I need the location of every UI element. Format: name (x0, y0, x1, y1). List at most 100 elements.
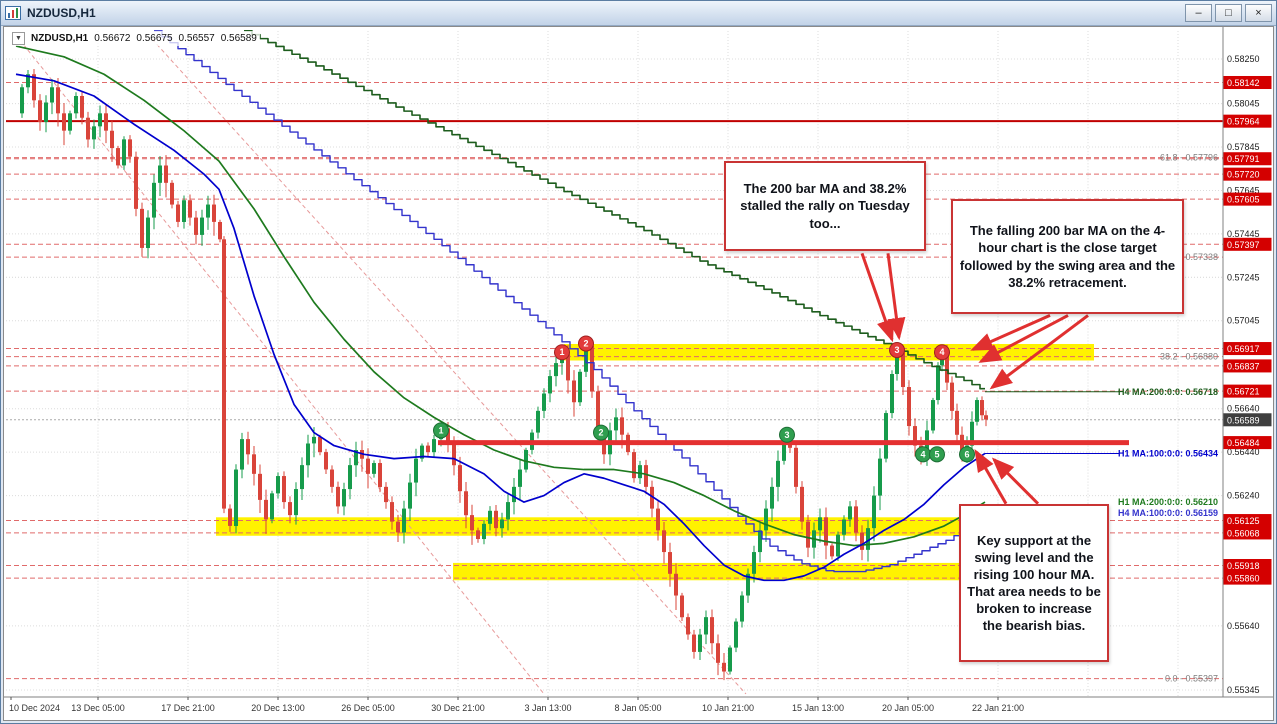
window-controls: – □ × (1185, 4, 1272, 22)
ma-value-label: H1 MA:200:0:0: 0.56210 (1118, 497, 1218, 507)
current-price-badge (1223, 413, 1272, 427)
price-level-badge-value: 0.55860 (1227, 574, 1260, 584)
price-level-badge-value: 0.55918 (1227, 561, 1260, 571)
annotation-arrow[interactable] (978, 314, 1069, 363)
current-price-value: 0.56589 (1227, 415, 1260, 425)
annotation-callout-falling-200ma-target[interactable]: The falling 200 bar MA on the 4-hour cha… (951, 199, 1184, 314)
fib-level-label: 0.0 - 0.55397 (1165, 674, 1218, 684)
price-axis-tick: 0.58250 (1227, 54, 1260, 64)
price-axis-tick: 0.55345 (1227, 685, 1260, 695)
fib-level-label: 0.57338 (1185, 252, 1218, 262)
annotation-arrows (860, 252, 1089, 505)
marker-red-1[interactable] (554, 344, 570, 361)
restore-button[interactable]: □ (1215, 4, 1242, 22)
ma-line-h1-ma200 (15, 45, 986, 547)
price-level-badge-value: 0.56837 (1227, 361, 1260, 371)
price-level-badge-value: 0.56068 (1227, 528, 1260, 538)
time-axis-label: 3 Jan 13:00 (524, 703, 571, 713)
restore-icon: □ (1225, 6, 1232, 19)
minimize-icon: – (1195, 6, 1202, 19)
time-axis[interactable]: 10 Dec 2024 13 Dec 05:00 17 Dec 21:00 20 De… (9, 696, 1024, 713)
price-axis-tick: 0.57645 (1227, 185, 1260, 195)
price-level-badge-value: 0.57720 (1227, 170, 1260, 180)
annotation-arrow[interactable] (989, 314, 1089, 390)
price-level-badge (1223, 342, 1272, 356)
marker-number: 2 (583, 339, 588, 349)
annotation-arrow[interactable] (970, 314, 1051, 351)
minimize-button[interactable]: – (1185, 4, 1212, 22)
price-level-badge (1223, 114, 1272, 128)
marker-red-3[interactable] (889, 342, 905, 359)
swing-area-zone-1[interactable] (564, 343, 1094, 361)
time-axis-label: 20 Dec 13:00 (251, 703, 305, 713)
price-level-badge (1223, 384, 1272, 398)
price-axis-background[interactable] (1223, 27, 1273, 720)
callout-text: The 200 bar MA and 38.2% stalled the ral… (740, 181, 910, 231)
trendline-diagonal[interactable] (151, 38, 747, 695)
annotation-arrow[interactable] (974, 449, 1008, 505)
price-axis-tick: 0.56240 (1227, 491, 1260, 501)
price-level-badge (1223, 167, 1272, 181)
chevron-down-icon: ▼ (15, 35, 22, 42)
ma-value-label: H1 MA:100:0:0: 0.56434 (1118, 448, 1218, 458)
window-title: NZDUSD,H1 (27, 6, 96, 20)
close-icon: × (1255, 6, 1262, 19)
symbol-dropdown-toggle[interactable]: ▼ (12, 32, 25, 45)
annotation-arrow[interactable] (886, 253, 906, 341)
marker-green-5[interactable] (929, 446, 945, 463)
price-level-badge-value: 0.56484 (1227, 438, 1260, 448)
price-level-badge (1223, 514, 1272, 528)
price-level-badge-value: 0.57964 (1227, 117, 1260, 127)
price-axis-tick: 0.57045 (1227, 316, 1260, 326)
chart-panel[interactable]: 1 2 3 4 1 2 3 4 5 6 0.58250 0.58045 0.57845 0.57645 0.… (3, 26, 1274, 721)
trendline-diagonal[interactable] (18, 38, 545, 695)
marker-red-2[interactable] (578, 335, 594, 352)
marker-number: 1 (438, 425, 443, 435)
price-level-badge-value: 0.56125 (1227, 516, 1260, 526)
time-axis-label: 20 Jan 05:00 (882, 703, 934, 713)
ma-value-label: H4 MA:200:0:0: 0.56718 (1118, 387, 1218, 397)
marker-number: 5 (934, 449, 939, 459)
price-level-badge (1223, 152, 1272, 166)
price-axis[interactable]: 0.58250 0.58045 0.57845 0.57645 0.57445 0.572… (1223, 54, 1272, 695)
horizontal-levels (6, 82, 1223, 680)
price-level-badge-value: 0.56917 (1227, 344, 1260, 354)
ma-value-label: H4 MA:100:0:0: 0.56159 (1118, 508, 1218, 518)
price-level-badge (1223, 571, 1272, 585)
marker-number: 4 (920, 449, 925, 459)
price-axis-tick: 0.57245 (1227, 272, 1260, 282)
annotation-callout-ma-382-stall[interactable]: The 200 bar MA and 38.2% stalled the ral… (724, 161, 926, 251)
annotation-callout-key-support[interactable]: Key support at the swing level and the r… (959, 504, 1109, 662)
chart-window-icon (5, 6, 21, 20)
window-titlebar[interactable]: NZDUSD,H1 – □ × (1, 1, 1276, 26)
marker-number: 3 (784, 430, 789, 440)
time-axis-label: 22 Jan 21:00 (972, 703, 1024, 713)
swing-area-zone-3[interactable] (453, 562, 1094, 581)
time-axis-label: 17 Dec 21:00 (161, 703, 215, 713)
price-level-badge (1223, 436, 1272, 450)
sequence-markers: 123 41 2 34 5 6 (433, 335, 975, 463)
marker-green-3[interactable] (779, 426, 795, 443)
ohlc-close: 0.56589 (220, 33, 257, 44)
ma-line-h1-ma100 (15, 73, 986, 582)
price-level-badge-value: 0.58142 (1227, 78, 1260, 88)
time-axis-label: 30 Dec 21:00 (431, 703, 485, 713)
time-axis-label: 15 Jan 13:00 (792, 703, 844, 713)
close-button[interactable]: × (1245, 4, 1272, 22)
marker-green-2[interactable] (593, 424, 609, 441)
marker-green-6[interactable] (959, 446, 975, 463)
price-level-badge (1223, 192, 1272, 206)
price-axis-tick: 0.58045 (1227, 99, 1260, 109)
callout-text: The falling 200 bar MA on the 4-hour cha… (959, 223, 1176, 290)
marker-green-1[interactable] (433, 422, 449, 439)
price-level-badge-value: 0.57397 (1227, 240, 1260, 250)
time-axis-label: 10 Jan 21:00 (702, 703, 754, 713)
ohlc-symbol: NZDUSD,H1 (31, 33, 89, 44)
marker-red-4[interactable] (934, 344, 950, 361)
annotation-arrow[interactable] (991, 457, 1040, 505)
price-level-badge (1223, 237, 1272, 251)
annotation-arrow[interactable] (860, 252, 895, 343)
price-level-badge (1223, 526, 1272, 540)
ohlc-info: ▼ NZDUSD,H1 0.56672 0.56675 0.56557 0.56… (9, 31, 260, 46)
time-axis-background[interactable] (4, 696, 1273, 720)
